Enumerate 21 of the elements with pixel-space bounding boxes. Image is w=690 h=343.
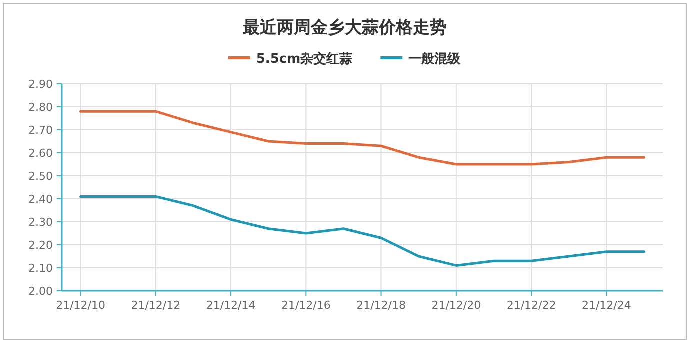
y-tick-label: 2.70 [28, 124, 53, 137]
y-tick-label: 2.30 [28, 216, 53, 229]
chart-title: 最近两周金乡大蒜价格走势 [242, 18, 447, 38]
x-tick-label: 21/12/16 [281, 299, 331, 312]
x-tick-label: 21/12/24 [582, 299, 632, 312]
x-tick-label: 21/12/20 [432, 299, 482, 312]
legend-label: 5.5cm杂交红蒜 [256, 51, 353, 67]
y-tick-label: 2.80 [28, 101, 53, 114]
y-tick-label: 2.90 [28, 78, 53, 91]
y-tick-label: 2.10 [28, 262, 53, 275]
x-tick-label: 21/12/14 [206, 299, 256, 312]
x-tick-label: 21/12/22 [506, 299, 556, 312]
x-tick-label: 21/12/18 [356, 299, 406, 312]
y-tick-label: 2.60 [28, 147, 53, 160]
x-tick-label: 21/12/10 [56, 299, 106, 312]
y-tick-label: 2.50 [28, 170, 53, 183]
y-tick-label: 2.20 [28, 239, 53, 252]
y-tick-label: 2.00 [28, 285, 53, 298]
y-tick-label: 2.40 [28, 193, 53, 206]
legend-label: 一般混级 [408, 52, 462, 67]
x-tick-label: 21/12/12 [131, 299, 181, 312]
